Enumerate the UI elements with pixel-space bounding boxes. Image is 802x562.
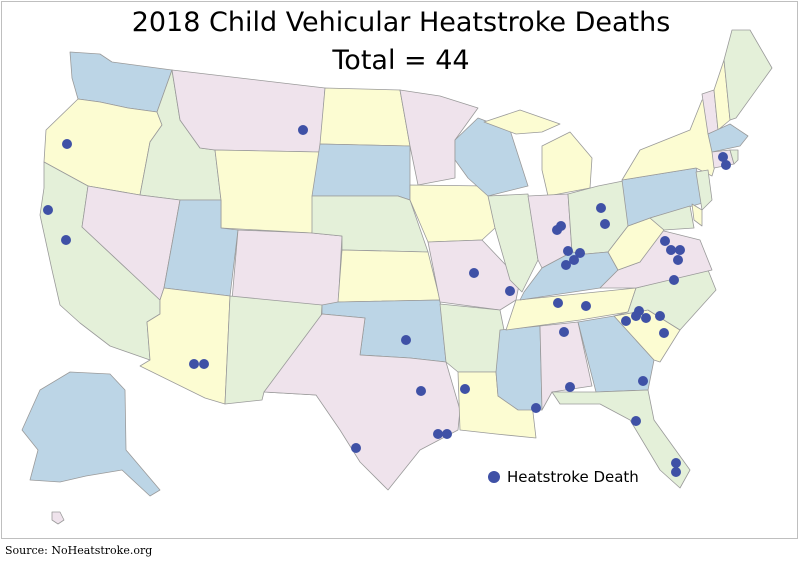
state-montana xyxy=(171,69,326,153)
state-wyoming xyxy=(214,149,321,234)
heatstroke-death-marker xyxy=(621,316,631,326)
heatstroke-death-marker xyxy=(401,335,411,345)
heatstroke-death-marker xyxy=(575,248,585,258)
state-maryland xyxy=(649,205,695,231)
legend-label: Heatstroke Death xyxy=(507,468,639,486)
heatstroke-death-marker xyxy=(596,203,606,213)
state-massachusetts xyxy=(707,123,749,153)
heatstroke-death-marker xyxy=(531,403,541,413)
state-rhode-island xyxy=(729,149,739,165)
state-delaware xyxy=(691,203,703,227)
legend-marker-icon xyxy=(488,471,500,483)
heatstroke-death-marker xyxy=(671,467,681,477)
heatstroke-death-marker xyxy=(416,386,426,396)
state-mississippi xyxy=(495,325,543,411)
state-new-york xyxy=(621,99,719,181)
heatstroke-death-marker xyxy=(563,246,573,256)
state-new-jersey xyxy=(695,169,713,211)
state-florida xyxy=(551,389,691,489)
heatstroke-death-marker xyxy=(655,311,665,321)
heatstroke-death-marker xyxy=(631,416,641,426)
heatstroke-death-marker xyxy=(442,429,452,439)
state-georgia xyxy=(577,315,655,393)
heatstroke-death-marker xyxy=(189,359,199,369)
heatstroke-death-marker xyxy=(721,160,731,170)
legend: Heatstroke Death xyxy=(488,468,639,486)
state-maine xyxy=(723,29,773,121)
heatstroke-death-marker xyxy=(556,221,566,231)
heatstroke-death-marker xyxy=(460,384,470,394)
map-frame xyxy=(1,1,798,539)
heatstroke-death-marker xyxy=(43,205,53,215)
map-title-line1: 2018 Child Vehicular Heatstroke Deaths xyxy=(131,7,671,38)
state-south-dakota xyxy=(311,143,411,201)
heatstroke-death-marker xyxy=(199,359,209,369)
state-michigan xyxy=(483,109,561,135)
state-iowa xyxy=(409,184,496,243)
heatstroke-death-marker xyxy=(298,125,308,135)
heatstroke-death-marker xyxy=(600,219,610,229)
state-arkansas xyxy=(439,303,507,373)
state-kansas xyxy=(337,249,441,303)
heatstroke-death-marker xyxy=(581,301,591,311)
heatstroke-death-marker xyxy=(569,255,579,265)
heatstroke-death-marker xyxy=(675,245,685,255)
heatstroke-death-marker xyxy=(565,382,575,392)
death-markers xyxy=(43,125,731,477)
state-wisconsin xyxy=(454,117,529,197)
heatstroke-death-marker xyxy=(469,268,479,278)
heatstroke-death-marker xyxy=(61,235,71,245)
source-credit: Source: NoHeatstroke.org xyxy=(5,544,153,557)
heatstroke-death-marker xyxy=(638,376,648,386)
heatstroke-death-marker xyxy=(631,311,641,321)
heatstroke-death-marker xyxy=(659,328,669,338)
heatstroke-death-marker xyxy=(561,260,571,270)
heatstroke-death-marker xyxy=(351,443,361,453)
heatstroke-death-marker xyxy=(718,152,728,162)
state-michigan-lower xyxy=(541,131,593,197)
heatstroke-death-marker xyxy=(559,327,569,337)
heatstroke-death-marker xyxy=(641,313,651,323)
heatstroke-death-marker xyxy=(671,458,681,468)
heatstroke-death-marker xyxy=(553,298,563,308)
heatstroke-death-marker xyxy=(433,429,443,439)
state-alaska xyxy=(21,371,161,497)
state-illinois xyxy=(487,193,539,293)
heatstroke-death-marker xyxy=(673,255,683,265)
heatstroke-death-marker xyxy=(669,275,679,285)
state-north-dakota xyxy=(319,87,411,147)
heatstroke-death-marker xyxy=(62,139,72,149)
heatstroke-death-marker xyxy=(660,236,670,246)
state-hawaii xyxy=(51,511,65,525)
state-colorado xyxy=(231,229,343,309)
heatstroke-death-marker xyxy=(505,286,515,296)
map-title-line2: Total = 44 xyxy=(332,45,470,76)
heatstroke-death-marker xyxy=(666,245,676,255)
state-texas xyxy=(263,313,461,491)
